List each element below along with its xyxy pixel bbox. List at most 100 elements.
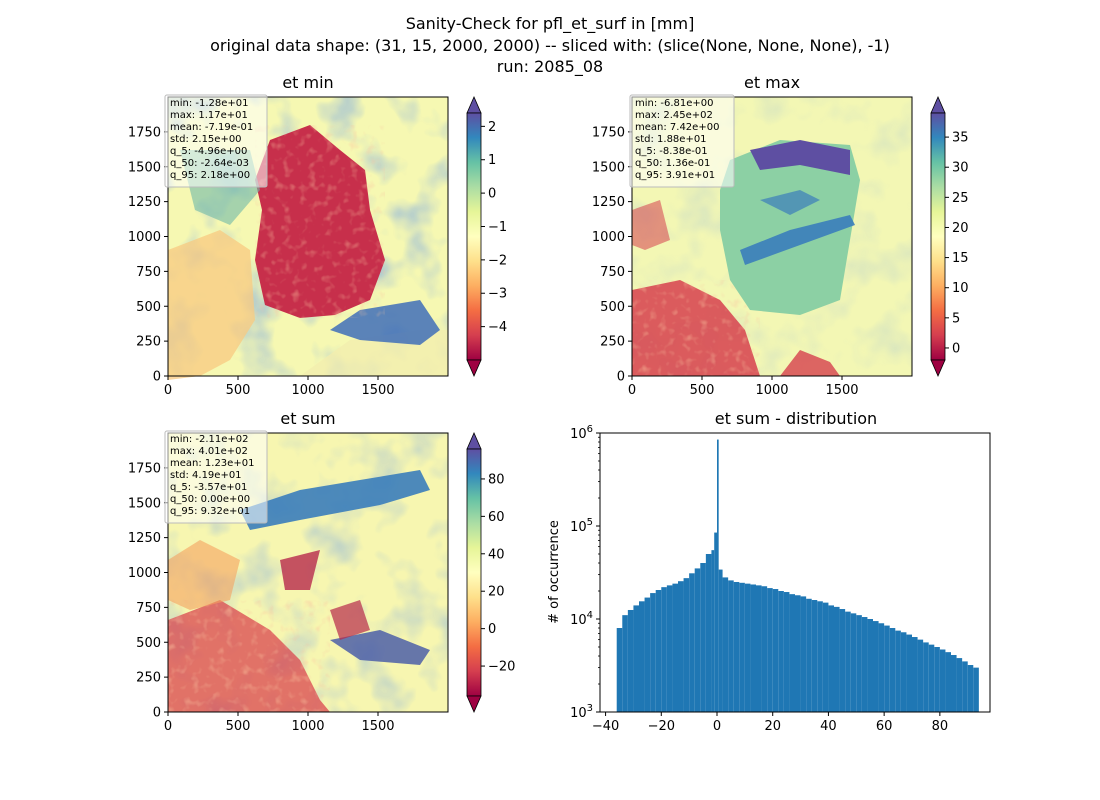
histogram-bar — [934, 646, 940, 712]
y-tick-label: 500 — [136, 636, 161, 651]
histogram-bar — [878, 623, 885, 712]
panel-title: et sum — [280, 409, 335, 428]
x-tick-label: −20 — [648, 719, 675, 734]
x-tick-label: 1500 — [361, 383, 394, 398]
histogram-bar — [928, 644, 935, 712]
x-tick-label: 80 — [932, 719, 949, 734]
colorbar-tick-label: 1 — [488, 153, 496, 168]
stat-line: q_95: 2.18e+00 — [170, 170, 250, 181]
y-tick-label: 500 — [136, 300, 161, 315]
figure-title-line-3: run: 2085_08 — [497, 57, 603, 77]
y-tick-label: 105 — [570, 517, 593, 535]
x-tick-label: 1500 — [361, 719, 394, 734]
stat-line: q_5: -4.96e+00 — [170, 146, 247, 157]
colorbar-extend-min — [930, 359, 946, 377]
y-tick-label: 0 — [617, 370, 625, 385]
histogram-bar — [811, 600, 818, 712]
histogram-bar — [717, 439, 719, 712]
panel-et-min: et min 0 500 1000 1500 0 250 500 750 1000 1250 15… — [128, 73, 507, 398]
stat-line: mean: -7.19e-01 — [170, 122, 253, 133]
stat-line: max: 2.45e+02 — [635, 110, 713, 121]
histogram-bar — [672, 583, 678, 712]
histogram-bar — [828, 605, 834, 712]
histogram-bar — [945, 652, 951, 712]
histogram-bar — [956, 658, 963, 712]
histogram-bar — [973, 667, 979, 712]
x-tick-label: 20 — [764, 719, 781, 734]
histogram-bar — [906, 634, 912, 712]
stat-line: std: 4.19e+01 — [170, 470, 242, 481]
y-tick-label: 1000 — [592, 230, 625, 245]
y-axis: 0 250 500 750 1000 1250 1500 1750 — [128, 125, 168, 385]
y-tick-label: 1250 — [128, 531, 161, 546]
x-axis: −40 −20 0 20 40 60 80 — [592, 712, 948, 734]
colorbar-tick-label: 15 — [952, 251, 969, 266]
y-axis-label: # of occurrence — [547, 520, 562, 624]
colorbar-tick-label: 60 — [488, 510, 505, 525]
histogram-bar — [689, 573, 695, 712]
histogram-bar — [644, 597, 651, 712]
y-tick-label: 750 — [136, 265, 161, 280]
panel-title: et max — [744, 73, 800, 92]
histogram-bar — [834, 606, 840, 712]
histogram-bar — [839, 609, 846, 712]
histogram-bar — [700, 563, 706, 712]
y-axis: 0 250 500 750 1000 1250 1500 1750 — [592, 125, 632, 385]
histogram-bar — [912, 637, 918, 712]
histogram-bar — [714, 532, 717, 712]
colorbar-tick-label: 5 — [952, 311, 960, 326]
histogram-bar — [733, 581, 740, 712]
x-tick-label: −40 — [592, 719, 619, 734]
y-tick-label: 1500 — [128, 160, 161, 175]
histogram-bar — [822, 602, 829, 712]
colorbar-extend-max — [466, 432, 482, 450]
x-tick-label: 40 — [820, 719, 837, 734]
stat-line: std: 2.15e+00 — [170, 134, 242, 145]
colorbar-gradient — [466, 448, 482, 697]
stat-line: q_50: 1.36e-01 — [635, 158, 710, 169]
histogram-bar — [850, 613, 857, 712]
colorbar-tick-label: −4 — [488, 320, 507, 335]
y-tick-label: 750 — [136, 601, 161, 616]
histogram-bar — [750, 584, 756, 712]
y-tick-label: 1250 — [592, 195, 625, 210]
colorbar-tick-label: 0 — [952, 341, 960, 356]
colorbar-tick-label: −3 — [488, 287, 507, 302]
histogram-bar — [951, 655, 957, 712]
x-tick-label: 0 — [628, 383, 636, 398]
colorbar-tick-label: 0 — [488, 622, 496, 637]
y-tick-label: 106 — [570, 424, 593, 442]
stats-box: min: -2.11e+02 max: 4.01e+02 mean: 1.23e… — [164, 430, 268, 524]
colorbar-extend-min — [466, 359, 482, 377]
histogram-bar — [761, 586, 768, 712]
histogram-bar — [767, 588, 773, 712]
y-tick-label: 1000 — [128, 230, 161, 245]
histogram-bar — [867, 619, 873, 712]
histogram-bar — [806, 598, 812, 712]
histogram-bar — [800, 596, 807, 712]
histogram-bar — [861, 617, 868, 712]
stat-line: mean: 1.23e+01 — [170, 458, 254, 469]
y-tick-label: 500 — [600, 300, 625, 315]
stat-line: q_95: 9.32e+01 — [170, 506, 250, 517]
y-tick-label: 0 — [153, 706, 161, 721]
y-tick-label: 1750 — [592, 125, 625, 140]
x-tick-label: 500 — [226, 719, 251, 734]
y-tick-label: 1500 — [592, 160, 625, 175]
colorbar-tick-label: 80 — [488, 472, 505, 487]
histogram-bar — [622, 615, 628, 712]
panel-et-max: et max 0 500 1000 1500 02505007501000125015… — [592, 73, 969, 398]
colorbar-tick-label: 40 — [488, 547, 505, 562]
histogram-bar — [845, 611, 851, 712]
colorbar-tick-label: 25 — [952, 191, 969, 206]
colorbar-tick-label: −2 — [488, 253, 507, 268]
colorbar-tick-label: 20 — [952, 221, 969, 236]
y-tick-label: 1000 — [128, 566, 161, 581]
histogram-bar — [655, 590, 662, 712]
histogram-bar — [739, 582, 745, 712]
x-tick-label: 0 — [164, 383, 172, 398]
stat-line: q_5: -3.57e+01 — [170, 482, 247, 493]
y-tick-label: 1750 — [128, 125, 161, 140]
stat-line: q_50: 0.00e+00 — [170, 494, 250, 505]
